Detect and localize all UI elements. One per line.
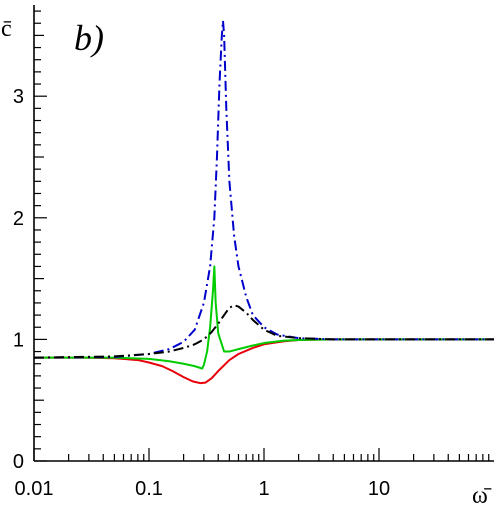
y-tick-label: 3 [13,86,24,108]
x-ticks: 0.01 0.1 1 10 [15,448,490,500]
x-tick-label: 0.01 [15,478,54,500]
x-tick-label: 10 [368,478,390,500]
series-line-2 [34,265,494,370]
y-ticks: 0 1 2 3 [13,10,47,473]
panel-label: b) [74,18,104,58]
series-line-1 [33,338,494,385]
y-axis-label: c̄ [1,16,12,42]
x-tick-label: 0.1 [135,478,163,500]
series-line-3 [33,19,494,359]
y-tick-label: 0 [13,451,24,473]
x-axis-label: ω̄ [472,483,492,509]
series-line-4 [33,304,494,359]
x-tick-label: 1 [258,478,269,500]
series-group [33,19,494,385]
y-tick-label: 2 [13,208,24,230]
y-tick-label: 1 [13,329,24,351]
